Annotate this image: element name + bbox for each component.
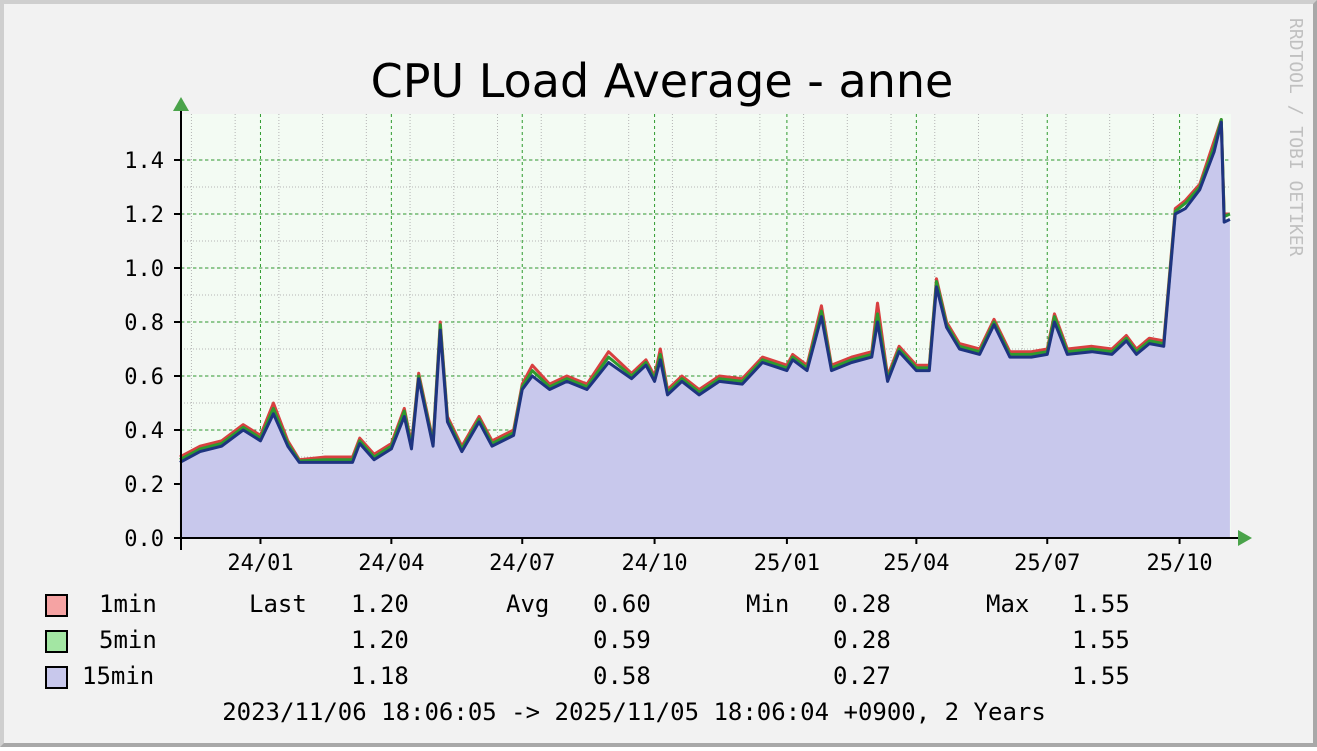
legend-swatch-15min (45, 666, 68, 689)
y-tick-label: 0.2 (124, 473, 164, 498)
area-15min (179, 122, 1230, 538)
legend-swatch-5min (45, 630, 68, 653)
legend-header-avg: Avg (506, 590, 549, 618)
legend-min-1min: 0.28 (833, 590, 891, 618)
legend-min-15min: 0.27 (833, 662, 891, 690)
legend-max-5min: 1.55 (1072, 626, 1130, 654)
x-tick-label: 25/10 (1146, 551, 1212, 576)
legend-max-15min: 1.55 (1072, 662, 1130, 690)
legend-min-5min: 0.28 (833, 626, 891, 654)
x-axis-arrow (1238, 530, 1252, 546)
legend-avg-5min: 0.59 (593, 626, 651, 654)
x-tick-label: 24/10 (621, 551, 687, 576)
y-axis-arrow (173, 97, 189, 111)
line-15min (179, 120, 1231, 464)
legend-name-5min: 5min (99, 626, 157, 654)
x-tick-label: 25/07 (1014, 551, 1080, 576)
legend-header-last: Last (249, 590, 307, 618)
x-tick-label: 24/04 (358, 551, 424, 576)
y-tick-label: 1.0 (124, 257, 164, 282)
y-tick-labels: 0.0 0.2 0.4 0.6 0.8 1.0 1.2 1.4 (124, 149, 164, 552)
legend-name-1min: 1min (99, 590, 157, 618)
legend-last-1min: 1.20 (351, 590, 409, 618)
legend-header-max: Max (986, 590, 1029, 618)
legend-swatch-1min (45, 594, 68, 617)
legend-avg-1min: 0.60 (593, 590, 651, 618)
x-tick-labels: 24/01 24/04 24/07 24/10 25/01 25/04 25/07 25/10 (227, 551, 1212, 576)
x-tick-label: 25/04 (883, 551, 949, 576)
y-tick-label: 1.4 (124, 149, 164, 174)
legend-max-1min: 1.55 (1072, 590, 1130, 618)
series-lines (179, 118, 1231, 464)
watermark-text: RRDTOOL / TOBI OETIKER (1285, 18, 1306, 257)
y-tick-label: 0.0 (124, 527, 164, 552)
time-range-footer: 2023/11/06 18:06:05 -> 2025/11/05 18:06:… (222, 698, 1046, 726)
y-tick-label: 1.2 (124, 203, 164, 228)
y-tick-label: 0.6 (124, 365, 164, 390)
x-tick-label: 24/01 (227, 551, 293, 576)
y-tick-label: 0.4 (124, 419, 164, 444)
legend-header-min: Min (746, 590, 789, 618)
legend-name-15min: 15min (82, 662, 154, 690)
x-tick-label: 25/01 (754, 551, 820, 576)
chart-title: CPU Load Average - anne (371, 54, 954, 108)
legend: 1min Last 1.20 Avg 0.60 Min 0.28 Max 1.5… (45, 590, 1130, 690)
chart: CPU Load Average - anne RRDTOOL / TOBI O… (45, 18, 1306, 726)
legend-last-15min: 1.18 (351, 662, 409, 690)
y-tick-label: 0.8 (124, 311, 164, 336)
legend-avg-15min: 0.58 (593, 662, 651, 690)
x-tick-label: 24/07 (489, 551, 555, 576)
legend-last-5min: 1.20 (351, 626, 409, 654)
